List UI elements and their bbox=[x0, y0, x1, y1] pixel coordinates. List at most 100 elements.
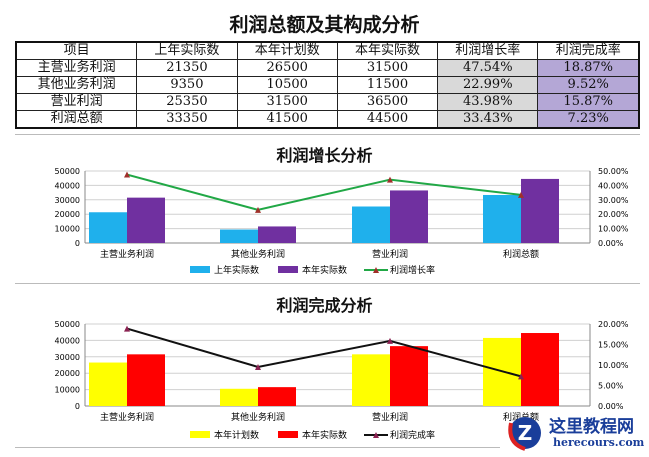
legend-label: 本年实际数 bbox=[302, 264, 347, 276]
divider bbox=[15, 447, 500, 448]
line-marker bbox=[518, 191, 524, 198]
watermark-name: 这里教程网 bbox=[549, 417, 634, 437]
line-marker bbox=[387, 337, 393, 344]
bar-本年计划数 bbox=[89, 362, 127, 406]
y-tick-label: 20000 bbox=[55, 369, 80, 378]
cell: 36500 bbox=[336, 93, 439, 111]
cell: 其他业务利润 bbox=[15, 76, 138, 94]
cell: 26500 bbox=[236, 59, 338, 77]
bar-本年实际数 bbox=[258, 226, 296, 243]
y2-tick-label: 40.00% bbox=[598, 181, 629, 190]
y-tick-label: 40000 bbox=[55, 181, 80, 190]
logo-icon: Z bbox=[508, 417, 541, 451]
y-tick-label: 50000 bbox=[55, 320, 80, 329]
cell: 15.87% bbox=[537, 93, 640, 111]
legend-label: 利润增长率 bbox=[390, 264, 435, 276]
cell: 18.87% bbox=[537, 59, 640, 77]
legend-swatch bbox=[190, 266, 210, 273]
cell: 33.43% bbox=[437, 110, 539, 129]
y-tick-label: 10000 bbox=[55, 225, 80, 234]
bar-上年实际数 bbox=[89, 212, 127, 243]
legend-label: 本年计划数 bbox=[214, 429, 259, 441]
growth-chart: 0 10000 20000 30000 40000 50000 0.00% 10.00% 20.… bbox=[55, 167, 629, 276]
y2-tick-label: 50.00% bbox=[598, 167, 629, 176]
cell: 10500 bbox=[236, 76, 338, 94]
line-marker bbox=[255, 206, 261, 213]
bar-上年实际数 bbox=[220, 229, 258, 243]
legend-marker bbox=[373, 432, 379, 438]
line-marker bbox=[124, 171, 130, 178]
cell: 41500 bbox=[236, 110, 338, 129]
x-tick-label: 其他业务利润 bbox=[231, 411, 285, 423]
bar-本年实际数 bbox=[390, 190, 428, 243]
cell: 9.52% bbox=[537, 76, 640, 94]
legend-swatch bbox=[278, 266, 298, 273]
cell: 31500 bbox=[336, 59, 439, 77]
bar-本年实际数 bbox=[258, 387, 296, 406]
bar-本年实际数 bbox=[127, 354, 165, 406]
completion-chart: 0 10000 20000 30000 40000 50000 0.00% 5.00% 10.0… bbox=[55, 320, 629, 441]
x-tick-label: 主营业务利润 bbox=[100, 411, 154, 423]
y-tick-label: 20000 bbox=[55, 210, 80, 219]
table-row: 利润总额 33350 41500 44500 33.43% 7.23% bbox=[15, 110, 640, 129]
y-tick-label: 50000 bbox=[55, 167, 80, 176]
cell: 22.99% bbox=[437, 76, 539, 94]
line-利润增长率 bbox=[126, 173, 522, 211]
header-cell: 上年实际数 bbox=[136, 41, 238, 60]
y-tick-label: 30000 bbox=[55, 353, 80, 362]
y2-tick-label: 20.00% bbox=[598, 210, 629, 219]
bar-本年实际数 bbox=[521, 178, 559, 243]
table-row: 其他业务利润 9350 10500 11500 22.99% 9.52% bbox=[15, 76, 640, 94]
legend-swatch bbox=[278, 431, 298, 438]
bar-上年实际数 bbox=[483, 194, 521, 243]
cell: 47.54% bbox=[437, 59, 539, 77]
page-title: 利润总额及其构成分析 bbox=[229, 14, 420, 36]
cell: 9350 bbox=[136, 76, 238, 94]
legend-marker bbox=[373, 267, 379, 273]
header-cell: 利润完成率 bbox=[537, 41, 640, 60]
cell: 31500 bbox=[236, 93, 338, 111]
y2-tick-label: 0.00% bbox=[598, 402, 624, 411]
chart-title-growth: 利润增长分析 bbox=[276, 146, 373, 165]
bar-本年计划数 bbox=[352, 354, 390, 406]
line-利润完成率 bbox=[126, 327, 522, 378]
x-tick-label: 其他业务利润 bbox=[231, 248, 285, 260]
cell: 11500 bbox=[336, 76, 439, 94]
profit-table: 项目 上年实际数 本年计划数 本年实际数 利润增长率 利润完成率 主营业务利润 2… bbox=[15, 41, 640, 129]
chart-title-completion: 利润完成分析 bbox=[276, 296, 373, 315]
y2-tick-label: 5.00% bbox=[598, 382, 624, 391]
cell: 主营业务利润 bbox=[15, 59, 138, 77]
cell: 44500 bbox=[336, 110, 439, 129]
header-cell: 利润增长率 bbox=[437, 41, 539, 60]
table-header: 项目 上年实际数 本年计划数 本年实际数 利润增长率 利润完成率 bbox=[15, 41, 640, 60]
cell: 33350 bbox=[136, 110, 238, 129]
legend-label: 上年实际数 bbox=[214, 264, 259, 276]
x-tick-label: 营业利润 bbox=[372, 248, 408, 260]
header-cell: 本年计划数 bbox=[236, 41, 338, 60]
y-tick-label: 0 bbox=[75, 402, 80, 411]
watermark-url: herecours.com bbox=[553, 436, 645, 449]
cell: 43.98% bbox=[437, 93, 539, 111]
legend-swatch bbox=[190, 431, 210, 438]
line-marker bbox=[387, 176, 393, 183]
watermark-logo: Z 这里教程网 herecours.com bbox=[505, 410, 645, 457]
bar-本年实际数 bbox=[521, 333, 559, 406]
y2-tick-label: 10.00% bbox=[598, 361, 629, 370]
cell: 营业利润 bbox=[15, 93, 138, 111]
bar-本年实际数 bbox=[127, 197, 165, 243]
y2-tick-label: 30.00% bbox=[598, 196, 629, 205]
bar-上年实际数 bbox=[352, 206, 390, 243]
table-row: 营业利润 25350 31500 36500 43.98% 15.87% bbox=[15, 93, 640, 111]
x-tick-label: 营业利润 bbox=[372, 411, 408, 423]
svg-text:Z: Z bbox=[518, 421, 533, 445]
header-cell: 本年实际数 bbox=[336, 41, 439, 60]
bar-本年计划数 bbox=[220, 388, 258, 406]
bar-本年实际数 bbox=[390, 346, 428, 406]
cell: 利润总额 bbox=[15, 110, 138, 129]
y-tick-label: 40000 bbox=[55, 336, 80, 345]
cell: 7.23% bbox=[537, 110, 640, 129]
line-marker bbox=[124, 325, 130, 332]
y-tick-label: 30000 bbox=[55, 196, 80, 205]
x-tick-label: 利润总额 bbox=[503, 248, 539, 260]
divider bbox=[15, 134, 640, 135]
